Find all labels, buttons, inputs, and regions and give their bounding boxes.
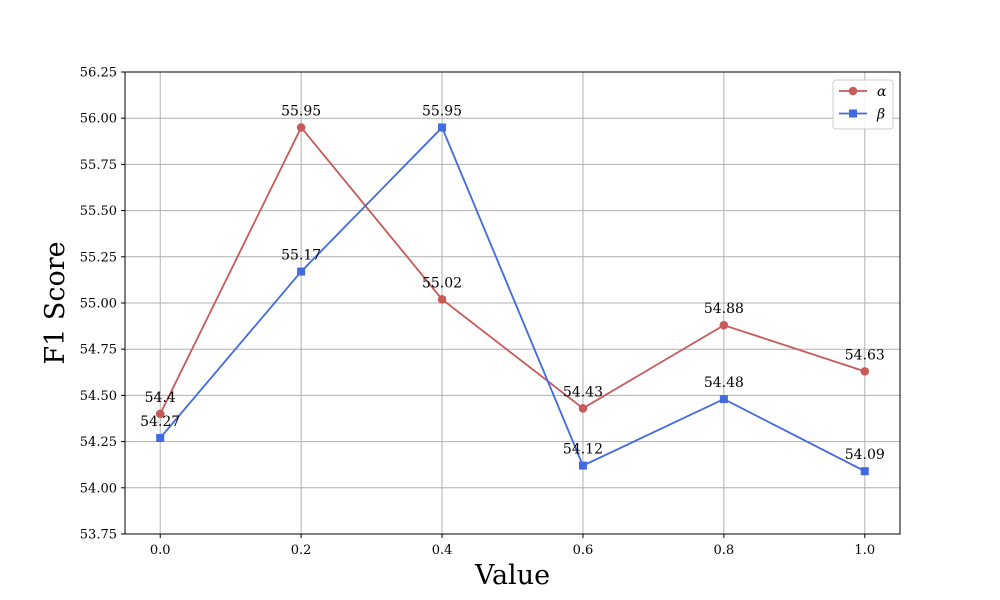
data-point [578,461,587,470]
x-tick-label: 0.0 [150,543,171,558]
y-tick-label: 53.75 [80,528,117,543]
y-tick-label: 54.50 [80,389,117,404]
data-label: 54.12 [563,442,603,458]
series-line-2 [159,125,866,472]
legend: αβ [832,79,894,130]
data-label: 54.43 [563,384,603,400]
data-point [156,433,165,442]
data-point [155,409,165,419]
y-tick-label: 54.25 [80,435,117,450]
y-tick-label: 56.25 [80,66,117,81]
y-tick-label: 55.50 [80,204,117,219]
x-tick-label: 0.6 [573,543,594,558]
grid [125,71,900,535]
data-label: 54.4 [145,390,176,406]
y-tick-label: 55.75 [80,158,117,173]
series-line-1 [159,125,866,415]
ticks: 53.75 54.00 54.25 54.50 54.75 55.00 55.25 55.50… [80,66,875,559]
y-tick-label: 55.25 [80,250,117,265]
legend-marker [848,86,858,96]
data-point [437,295,447,304]
legend-box [832,79,894,130]
data-label: 54.88 [704,301,744,317]
data-label: 55.02 [422,275,462,291]
y-axis-title: F1 Score [40,241,71,364]
series-layer [155,123,870,476]
legend-label: α [877,84,887,100]
data-point [719,320,729,330]
data-label: 55.95 [281,103,321,119]
y-tick-label: 56.00 [80,112,117,127]
y-tick-label: 55.00 [80,297,117,312]
y-tick-label: 54.00 [80,481,117,496]
data-labels: 54.4 55.95 55.02 54.43 54.88 54.63 54.27 55.17 5… [140,103,885,463]
x-tick-label: 0.8 [714,543,735,558]
data-label: 54.63 [845,347,885,363]
data-point [578,404,588,413]
data-label: 55.95 [422,103,462,119]
data-point [438,123,447,132]
x-tick-label: 0.2 [291,543,312,558]
data-point [860,367,870,376]
data-point [860,467,869,476]
data-point [296,123,306,132]
legend-marker [849,109,857,118]
data-label: 54.48 [704,375,744,391]
y-tick-label: 54.75 [80,343,117,358]
data-point [297,267,306,276]
data-point [719,395,728,404]
x-tick-label: 1.0 [854,543,875,558]
data-label: 55.17 [281,248,321,264]
x-axis-title: Value [474,560,550,591]
legend-label: β [876,107,885,123]
data-label: 54.09 [845,447,885,463]
data-label: 54.27 [140,414,180,430]
x-tick-label: 0.4 [432,543,453,558]
